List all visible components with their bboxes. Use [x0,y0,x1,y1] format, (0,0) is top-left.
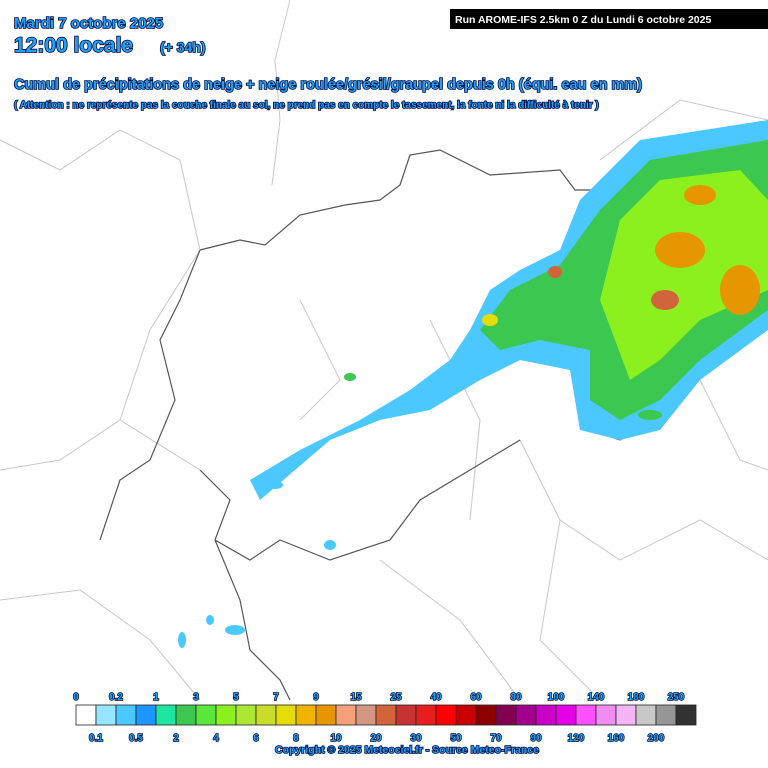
legend-label: 6 [253,733,259,744]
legend-swatch [475,704,497,726]
legend-swatch [355,704,377,726]
legend-swatch [635,704,657,726]
legend-swatch [295,704,317,726]
legend-swatch [655,704,677,726]
legend-label: 5 [233,692,239,703]
legend-label: 0.2 [109,692,123,703]
legend-swatch [235,704,257,726]
legend-label: 2 [173,733,179,744]
legend-label: 70 [490,733,502,744]
legend-label: 40 [430,692,442,703]
run-box [450,9,768,29]
time: 12:00 locale [14,34,133,57]
legend-label: 15 [350,692,362,703]
legend-label: 7 [273,692,279,703]
legend-label: 120 [568,733,585,744]
legend-label: 180 [628,692,645,703]
legend-swatch [315,704,337,726]
legend-swatch [115,704,137,726]
legend-swatch [595,704,617,726]
legend-label: 80 [510,692,522,703]
lead: (+ 34h) [160,39,206,55]
legend-label: 30 [410,733,422,744]
legend-swatch [575,704,597,726]
date: Mardi 7 octobre 2025 [14,15,163,32]
legend-label: 90 [530,733,542,744]
legend-label: 8 [293,733,299,744]
legend-label: 50 [450,733,462,744]
legend-swatch [195,704,217,726]
legend-label: 160 [608,733,625,744]
legend-swatch [395,704,417,726]
legend-swatch [75,704,97,726]
legend: 0 0.1 0.2 0.5 1 2 3 4 5 6 7 8 9 10 15 20 25 30 40 50 60 70 80 9… [73,691,697,745]
copyright: Copyright © 2025 Meteociel.fr - Source M… [275,744,539,756]
legend-label: 0.5 [129,733,143,744]
legend-label: 100 [548,692,565,703]
legend-swatch [675,704,697,726]
legend-swatch [535,704,557,726]
legend-swatch [455,704,477,726]
legend-swatch [175,704,197,726]
legend-swatch [615,704,637,726]
legend-label: 0 [73,692,79,703]
legend-swatch [135,704,157,726]
legend-swatch [415,704,437,726]
legend-label: 1 [153,692,159,703]
title: Cumul de précipitations de neige + neige… [14,77,642,93]
legend-swatch [555,704,577,726]
legend-swatch [335,704,357,726]
legend-label: 20 [370,733,382,744]
subtitle: ( Attention : ne représente pas la couch… [14,100,599,111]
legend-swatch [155,704,177,726]
legend-label: 9 [313,692,319,703]
legend-label: 25 [390,692,402,703]
legend-label: 250 [668,692,685,703]
legend-swatch [255,704,277,726]
legend-label: 3 [193,692,199,703]
legend-label: 140 [588,692,605,703]
legend-swatch [515,704,537,726]
legend-label: 60 [470,692,482,703]
legend-label: 200 [648,733,665,744]
precipitation [178,120,768,648]
legend-label: 10 [330,733,342,744]
legend-swatch [215,704,237,726]
legend-label: 0.1 [89,733,103,744]
legend-swatch [435,704,457,726]
legend-swatch [495,704,517,726]
legend-swatch [275,704,297,726]
legend-label: 4 [213,733,219,744]
run: Run AROME-IFS 2.5km 0 Z du Lundi 6 octob… [455,14,711,26]
legend-swatch [95,704,117,726]
legend-swatch [375,704,397,726]
